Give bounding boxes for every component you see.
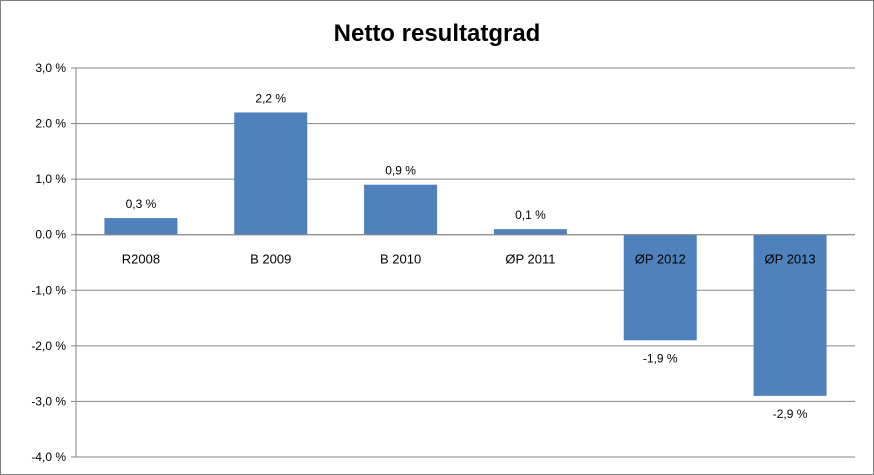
- y-tick-label: -4,0 %: [31, 450, 66, 464]
- labels: 3,0 % 2.0 % 1,0 % 0.0 % -1,0 % -2,0 % -3,0 % -4…: [31, 61, 815, 464]
- y-tick-label: 2.0 %: [35, 117, 66, 131]
- bar: [493, 229, 567, 235]
- x-tick-label: ØP 2011: [505, 252, 555, 267]
- gridlines: [76, 67, 855, 458]
- data-label: 2,2 %: [255, 91, 286, 105]
- y-tick-label: -3,0 %: [31, 394, 66, 408]
- bar: [364, 184, 438, 235]
- y-tick-label: 1,0 %: [35, 172, 66, 186]
- data-label: -2,9 %: [773, 407, 808, 421]
- bar: [753, 234, 827, 396]
- bar: [104, 218, 178, 235]
- x-tick-label: R2008: [122, 252, 160, 267]
- y-tick-label: -1,0 %: [31, 283, 66, 297]
- data-label: 0,1 %: [515, 208, 546, 222]
- chart-title: Netto resultatgrad: [334, 20, 541, 47]
- x-tick-label: ØP 2013: [765, 252, 816, 267]
- x-tick-label: B 2009: [250, 252, 291, 267]
- bars: [104, 112, 827, 396]
- data-label: -1,9 %: [643, 351, 678, 365]
- bar: [234, 112, 308, 235]
- y-tick-label: -2,0 %: [31, 339, 66, 353]
- y-tick-label: 0.0 %: [35, 228, 66, 242]
- x-tick-label: B 2010: [380, 252, 421, 267]
- axes: [71, 67, 855, 458]
- y-tick-label: 3,0 %: [35, 61, 66, 75]
- x-tick-label: ØP 2012: [635, 252, 686, 267]
- data-label: 0,3 %: [126, 197, 157, 211]
- bar: [623, 234, 697, 341]
- data-label: 0,9 %: [385, 164, 416, 178]
